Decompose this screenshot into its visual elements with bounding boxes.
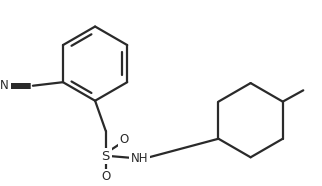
Text: O: O xyxy=(101,170,110,183)
Text: S: S xyxy=(101,150,110,163)
Text: N: N xyxy=(0,79,9,92)
Text: NH: NH xyxy=(130,152,148,164)
Text: O: O xyxy=(119,133,129,146)
